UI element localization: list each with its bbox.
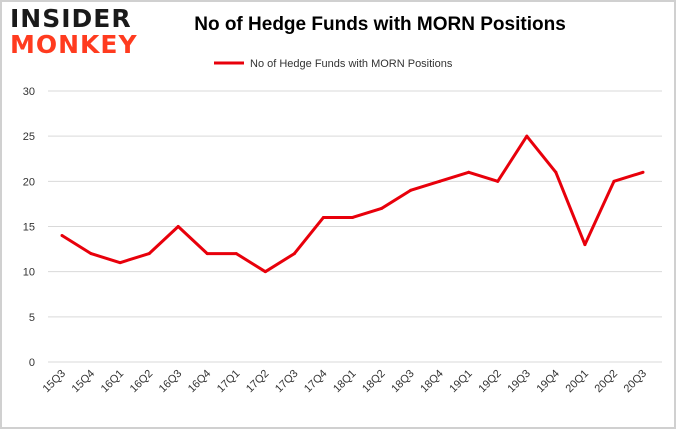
x-tick-label: 16Q4	[186, 368, 214, 396]
x-tick-label: 19Q2	[476, 368, 504, 396]
x-tick-label: 18Q2	[360, 368, 388, 396]
logo-line-1: INSIDER	[10, 4, 132, 33]
x-axis-ticks: 15Q3 15Q4 16Q1 16Q2 16Q3 16Q4 17Q1 17Q2 17Q3 17Q4…	[41, 368, 650, 396]
y-tick-label: 0	[29, 357, 35, 369]
x-tick-label: 17Q1	[215, 368, 243, 396]
x-tick-label: 18Q3	[389, 368, 417, 396]
chart-title: No of Hedge Funds with MORN Positions	[194, 14, 566, 35]
data-point-20Q3	[641, 170, 645, 174]
x-tick-label: 16Q3	[157, 368, 185, 396]
x-tick-label: 17Q3	[273, 368, 301, 396]
data-point-15Q4	[89, 252, 93, 256]
x-tick-label: 16Q2	[128, 368, 156, 396]
x-tick-label: 20Q3	[622, 368, 650, 396]
y-tick-label: 15	[23, 222, 35, 234]
legend-label: No of Hedge Funds with MORN Positions	[250, 58, 453, 70]
x-tick-label: 19Q1	[447, 368, 475, 396]
y-tick-label: 30	[23, 86, 35, 98]
logo-line-2: MONKEY	[10, 30, 138, 59]
x-tick-label: 17Q2	[244, 368, 272, 396]
data-point-19Q4	[554, 170, 558, 174]
data-point-20Q2	[612, 179, 616, 183]
y-tick-label: 5	[29, 312, 35, 324]
x-tick-label: 15Q4	[70, 368, 98, 396]
data-point-17Q1	[234, 252, 238, 256]
data-point-19Q1	[467, 170, 471, 174]
x-tick-label: 19Q4	[534, 368, 562, 396]
y-tick-label: 20	[23, 176, 35, 188]
data-point-20Q1	[583, 243, 587, 247]
data-point-17Q2	[263, 270, 267, 274]
legend: No of Hedge Funds with MORN Positions	[214, 58, 453, 70]
data-point-18Q1	[351, 215, 354, 219]
data-point-16Q2	[147, 252, 151, 256]
x-tick-label: 15Q3	[41, 368, 69, 396]
data-point-16Q4	[205, 252, 209, 256]
x-tick-label: 20Q1	[563, 368, 591, 396]
x-tick-label: 19Q3	[505, 368, 533, 396]
y-tick-label: 10	[23, 267, 35, 279]
y-axis-ticks: 0 5 10 15 20 25 30	[23, 86, 35, 369]
y-tick-label: 25	[23, 131, 35, 143]
data-point-18Q4	[438, 179, 442, 183]
x-tick-label: 18Q4	[418, 368, 446, 396]
data-point-19Q2	[496, 179, 500, 183]
x-tick-label: 16Q1	[99, 368, 127, 396]
data-point-16Q3	[176, 225, 180, 228]
data-point-18Q2	[380, 206, 384, 210]
data-point-17Q3	[292, 252, 296, 256]
series-line	[61, 134, 644, 274]
data-point-18Q3	[409, 188, 413, 192]
series-layer	[60, 134, 645, 274]
data-point-16Q1	[118, 261, 122, 265]
insider-monkey-logo: INSIDER MONKEY	[10, 6, 138, 57]
data-point-19Q3	[525, 134, 529, 138]
data-point-17Q4	[321, 215, 325, 219]
x-tick-label: 18Q1	[331, 368, 359, 396]
data-point-15Q3	[60, 234, 64, 238]
x-tick-label: 20Q2	[593, 368, 621, 396]
x-tick-label: 17Q4	[302, 368, 330, 396]
grid-lines	[48, 90, 662, 363]
